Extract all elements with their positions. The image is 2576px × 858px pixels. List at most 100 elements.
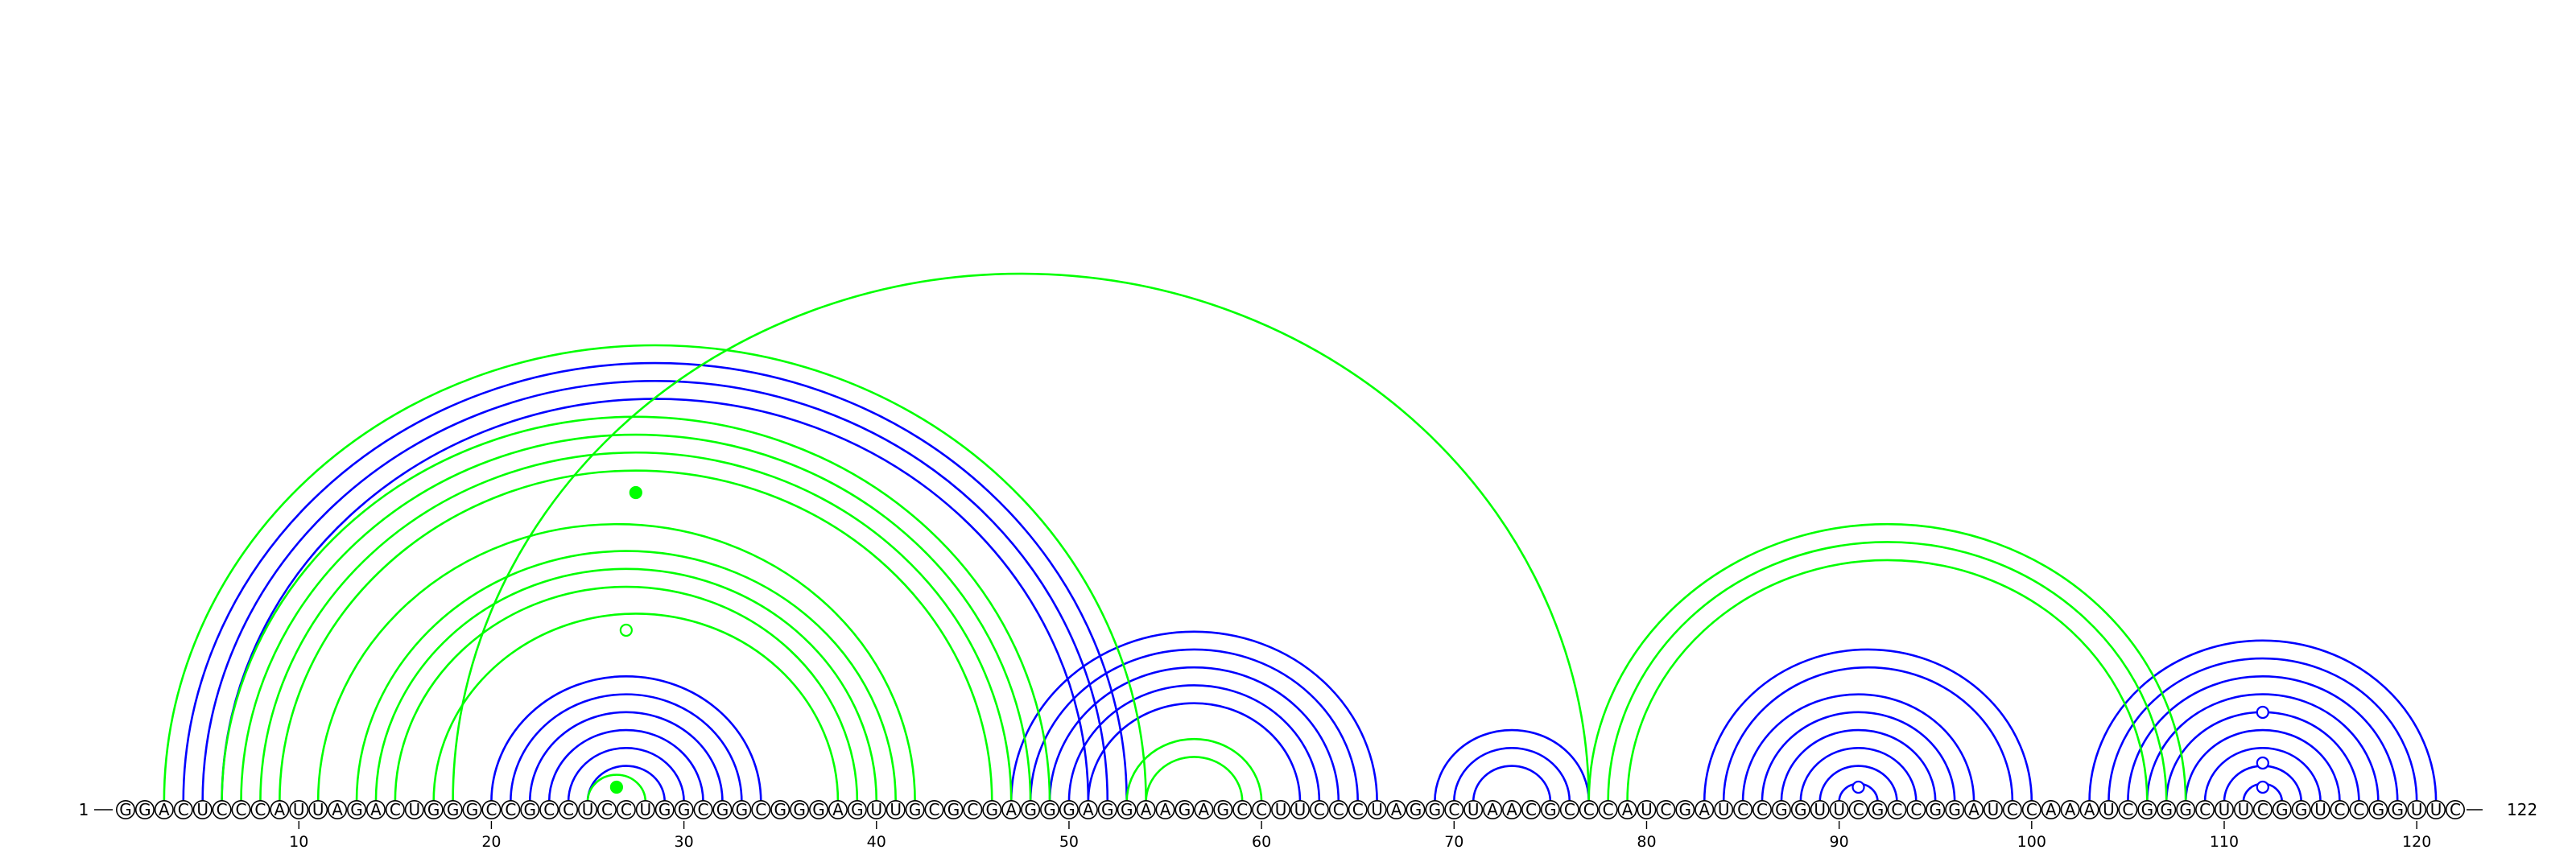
base-26: C — [597, 799, 617, 819]
base-letter: C — [217, 800, 228, 819]
tick-label: 90 — [1830, 833, 1849, 851]
base-41: U — [886, 799, 906, 819]
base-107: G — [2157, 799, 2177, 819]
arc-blue-89-93 — [1818, 765, 1898, 802]
base-18: G — [443, 799, 463, 819]
base-13: G — [347, 799, 367, 819]
arc-marker — [2256, 780, 2269, 794]
tick-label: 110 — [2210, 833, 2239, 851]
base-39: G — [847, 799, 867, 819]
base-circle — [693, 799, 713, 819]
base-circle — [963, 799, 983, 819]
base-letter: G — [1429, 800, 1442, 819]
base-circle — [597, 799, 617, 819]
base-letter: U — [408, 800, 420, 819]
base-9: A — [270, 799, 290, 819]
base-42: G — [905, 799, 925, 819]
base-letter: G — [2141, 800, 2154, 819]
base-letter: A — [1005, 800, 1017, 819]
base-circle — [328, 799, 348, 819]
base-circle — [1695, 799, 1715, 819]
base-circle — [1540, 799, 1560, 819]
base-87: G — [1771, 799, 1791, 819]
sequence-backbone: 1 122 — [79, 800, 2538, 819]
base-circle — [1752, 799, 1772, 819]
base-letter: C — [1448, 800, 1459, 819]
base-letter: U — [890, 800, 902, 819]
base-circle — [635, 799, 655, 819]
base-letter: C — [1352, 800, 1364, 819]
base-letter: C — [1583, 800, 1595, 819]
base-71: U — [1463, 799, 1484, 819]
base-circle — [1848, 799, 1868, 819]
base-circle — [385, 799, 405, 819]
base-circle — [365, 799, 386, 819]
base-28: U — [635, 799, 655, 819]
base-55: A — [1155, 799, 1175, 819]
base-circle — [423, 799, 444, 819]
base-letter: G — [2160, 800, 2173, 819]
arc-blue-106-118 — [2146, 693, 2380, 802]
base-103: A — [2079, 799, 2099, 819]
base-circle — [1155, 799, 1175, 819]
base-2: G — [134, 799, 155, 819]
base-circle — [2272, 799, 2292, 819]
arc-blue-109-115 — [2203, 746, 2322, 802]
base-67: A — [1386, 799, 1406, 819]
base-20: C — [481, 799, 502, 819]
base-58: G — [1213, 799, 1233, 819]
base-34: C — [751, 799, 771, 819]
base-letter: G — [1948, 800, 1961, 819]
arc-green-15-39 — [394, 585, 859, 802]
base-101: A — [2041, 799, 2061, 819]
base-letter: C — [1603, 800, 1614, 819]
arc-green-8-47 — [259, 451, 1013, 802]
base-letter: U — [2314, 800, 2326, 819]
base-circle — [616, 799, 636, 819]
base-letter: G — [793, 800, 806, 819]
arc-blue-69-77 — [1434, 728, 1591, 802]
base-circle — [1252, 799, 1272, 819]
base-circle — [1906, 799, 1926, 819]
base-letter: C — [563, 800, 574, 819]
base-108: G — [2176, 799, 2196, 819]
base-letter: G — [1024, 800, 1037, 819]
base-letter: A — [332, 800, 343, 819]
base-27: C — [616, 799, 636, 819]
base-letter: A — [274, 800, 285, 819]
base-86: C — [1752, 799, 1772, 819]
base-15: C — [385, 799, 405, 819]
base-circle — [674, 799, 694, 819]
base-letter: A — [832, 800, 844, 819]
base-circle — [1097, 799, 1117, 819]
arc-blue-103-121 — [2088, 640, 2438, 802]
base-120: U — [2407, 799, 2427, 819]
base-circle — [1406, 799, 1426, 819]
base-circle — [1174, 799, 1195, 819]
base-letter: C — [1910, 800, 1922, 819]
base-circle — [790, 799, 810, 819]
base-114: G — [2291, 799, 2311, 819]
base-circle — [2407, 799, 2427, 819]
arc-blue-50-63 — [1067, 684, 1321, 802]
tick-label: 60 — [1252, 833, 1271, 851]
base-circle — [1367, 799, 1387, 819]
base-circle — [866, 799, 886, 819]
base-letter: C — [1660, 800, 1671, 819]
base-letter: U — [1275, 800, 1287, 819]
base-letter: U — [293, 800, 305, 819]
base-50: G — [1059, 799, 1079, 819]
base-circle — [2368, 799, 2388, 819]
base-88: G — [1790, 799, 1810, 819]
base-61: U — [1271, 799, 1291, 819]
base-letter: G — [447, 800, 460, 819]
base-circle — [1194, 799, 1214, 819]
base-circle — [1675, 799, 1695, 819]
base-118: G — [2368, 799, 2388, 819]
base-circle — [2291, 799, 2311, 819]
base-circle — [1021, 799, 1041, 819]
base-70: C — [1444, 799, 1464, 819]
base-letter: U — [312, 800, 324, 819]
base-circle — [1386, 799, 1406, 819]
base-circle — [2446, 799, 2466, 819]
